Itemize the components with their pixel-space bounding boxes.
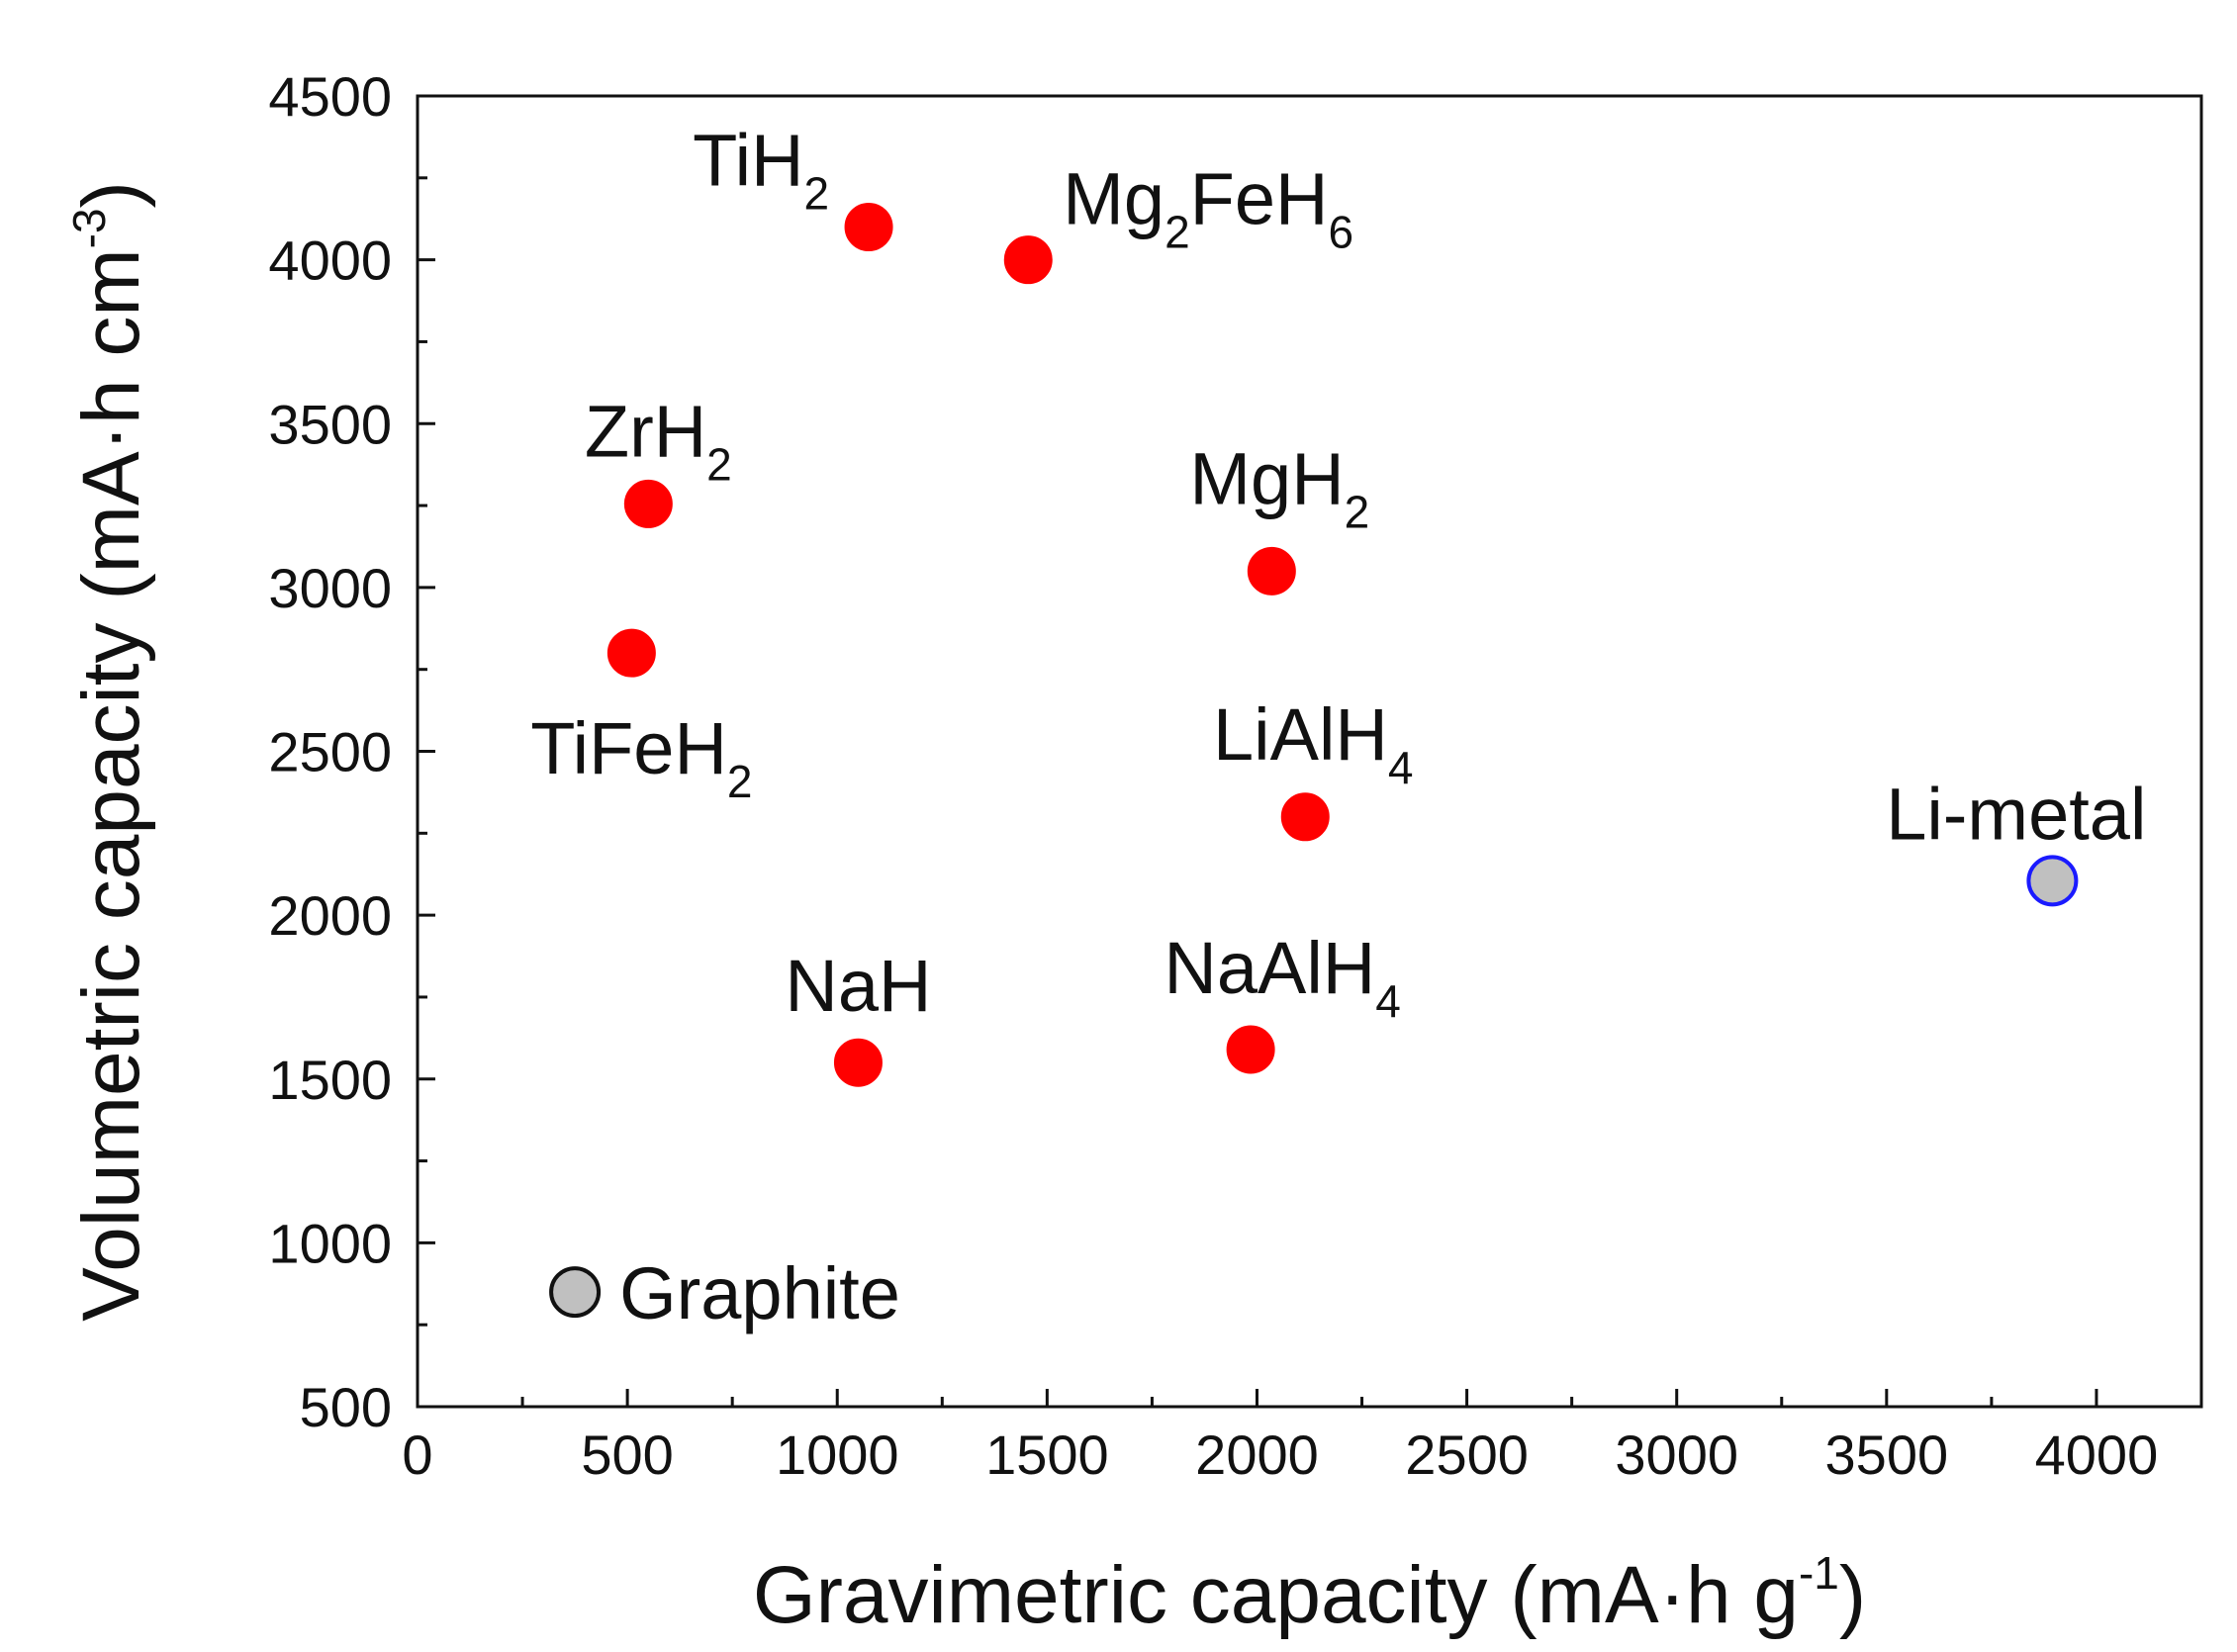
label-text: Graphite — [619, 1252, 900, 1334]
y-tick-label: 2000 — [268, 884, 392, 947]
y-axis-title-main: Volumetric capacity (mA·h cm — [66, 248, 156, 1322]
label-mg2feh6: Mg2FeH6 — [1063, 158, 1353, 258]
x-tick-label: 0 — [402, 1423, 432, 1486]
point-naalh4 — [1226, 1025, 1275, 1074]
label-subscript: 2 — [706, 438, 732, 490]
y-tick-label: 2500 — [268, 721, 392, 783]
point-mg2feh6 — [1003, 235, 1053, 285]
point-zrh2 — [623, 479, 673, 528]
axis-titles: Gravimetric capacity (mA·h g-1)Volumetri… — [63, 181, 1866, 1640]
x-axis-title-tail: ) — [1839, 1550, 1866, 1640]
x-axis-title-main: Gravimetric capacity (mA·h g — [753, 1550, 1799, 1640]
label-subscript: 4 — [1388, 742, 1414, 793]
label-tifeh2: TiFeH2 — [530, 707, 752, 807]
y-tick-label: 4500 — [268, 65, 392, 128]
label-naalh4: NaAlH4 — [1164, 927, 1400, 1027]
x-tick-label: 2000 — [1195, 1423, 1319, 1486]
label-text: FeH — [1190, 158, 1329, 240]
point-mgh2 — [1247, 546, 1296, 596]
point-li-metal — [2026, 855, 2079, 907]
point-tifeh2 — [606, 628, 656, 678]
label-subscript: 2 — [1345, 486, 1370, 537]
label-text: Mg — [1063, 158, 1165, 240]
label-text: NaAlH — [1164, 927, 1375, 1009]
x-tick-label: 3500 — [1825, 1423, 1949, 1486]
y-tick-label: 3500 — [268, 393, 392, 455]
y-tick-label: 3000 — [268, 557, 392, 619]
data-points — [549, 203, 2079, 1319]
point-tih2 — [844, 203, 893, 251]
label-nah: NaH — [785, 945, 931, 1027]
label-text: ZrH — [585, 390, 706, 472]
y-axis-title-sup: -3 — [63, 208, 115, 248]
label-text: MgH — [1189, 437, 1344, 519]
y-tick-label: 1500 — [268, 1049, 392, 1111]
point-lialh4 — [1280, 792, 1330, 842]
label-subscript: 2 — [1165, 207, 1190, 258]
x-tick-label: 3000 — [1615, 1423, 1738, 1486]
x-tick-label: 500 — [581, 1423, 673, 1486]
y-tick-label: 500 — [300, 1376, 392, 1438]
y-axis-title-tail: ) — [66, 181, 156, 208]
point-graphite — [549, 1266, 602, 1319]
label-subscript: 2 — [727, 756, 753, 807]
label-text: TiFeH — [530, 707, 727, 789]
label-text: TiH — [693, 120, 803, 202]
x-axis-title-sup: -1 — [1799, 1547, 1839, 1599]
label-lialh4: LiAlH4 — [1213, 693, 1413, 793]
x-tick-label: 4000 — [2035, 1423, 2159, 1486]
label-text: NaH — [785, 945, 931, 1027]
x-tick-label: 1500 — [985, 1423, 1109, 1486]
label-text: LiAlH — [1213, 693, 1388, 776]
y-tick-label: 1000 — [268, 1212, 392, 1274]
label-tih2: TiH2 — [693, 120, 829, 220]
label-subscript: 2 — [803, 168, 829, 220]
y-tick-label: 4000 — [268, 229, 392, 292]
x-axis-title: Gravimetric capacity (mA·h g-1) — [753, 1547, 1866, 1640]
label-subscript: 6 — [1328, 207, 1353, 258]
point-nah — [833, 1038, 883, 1087]
x-tick-label: 1000 — [776, 1423, 899, 1486]
x-tick-label: 2500 — [1405, 1423, 1529, 1486]
label-subscript: 4 — [1375, 975, 1401, 1027]
label-text: Li-metal — [1886, 773, 2146, 855]
label-li-metal: Li-metal — [1886, 773, 2146, 855]
label-graphite: Graphite — [619, 1252, 900, 1334]
y-axis-title: Volumetric capacity (mA·h cm-3) — [63, 181, 156, 1322]
label-zrh2: ZrH2 — [585, 390, 732, 490]
label-mgh2: MgH2 — [1189, 437, 1369, 537]
ticks: 0 500 1000 1500 2000 2500 3000 3500 400050010001… — [268, 65, 2203, 1486]
